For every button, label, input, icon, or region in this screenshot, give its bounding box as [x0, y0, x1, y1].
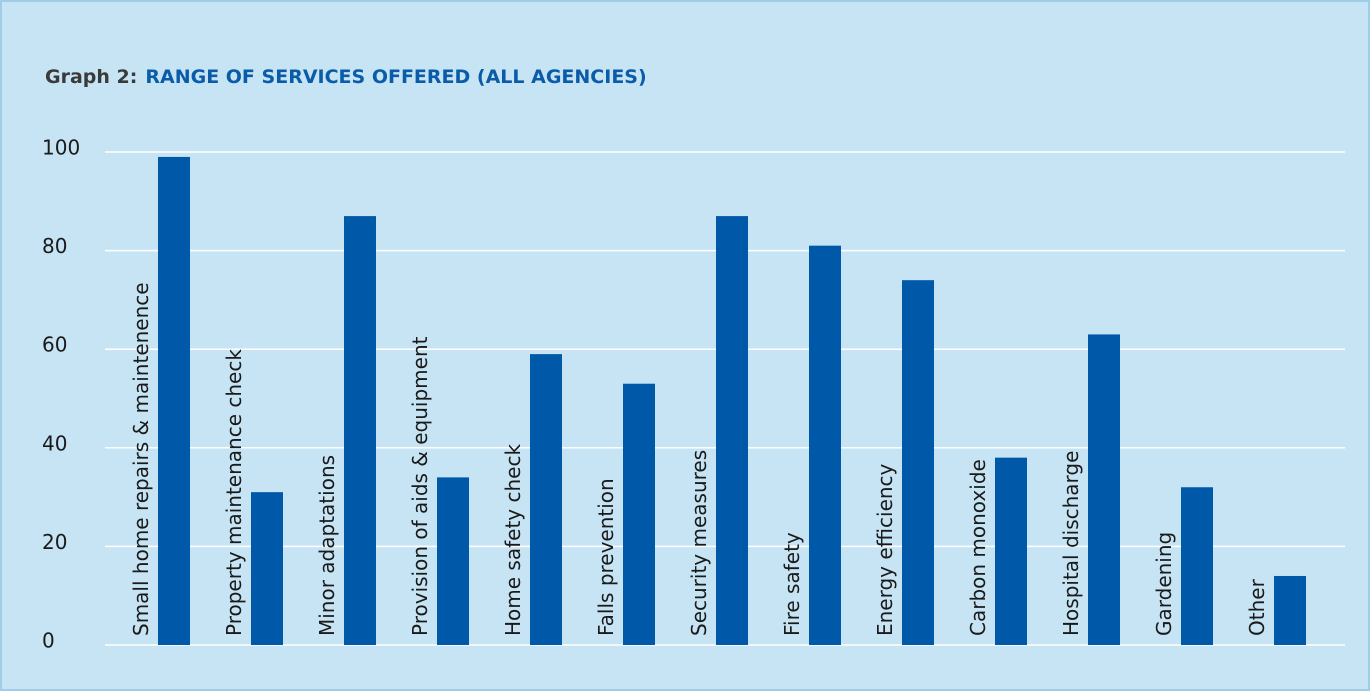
- bar: [902, 280, 934, 645]
- x-tick-label: Security measures: [687, 450, 711, 636]
- x-tick-label: Falls prevention: [594, 478, 618, 636]
- bar: [344, 216, 376, 645]
- bar: [995, 457, 1027, 645]
- x-tick-label: Energy efficiency: [873, 463, 897, 636]
- bar: [1088, 334, 1120, 645]
- bar: [716, 216, 748, 645]
- bar: [530, 354, 562, 645]
- bar: [437, 477, 469, 645]
- y-tick-label: 20: [42, 530, 67, 554]
- x-tick-label: Home safety check: [501, 444, 525, 636]
- title-text: RANGE OF SERVICES OFFERED (ALL AGENCIES): [145, 66, 646, 88]
- x-tick-label: Small home repairs & maintenence: [129, 282, 153, 636]
- title-label: Graph 2:: [45, 66, 137, 88]
- y-tick-label: 60: [42, 333, 67, 357]
- y-tick-label: 100: [42, 136, 80, 160]
- bar: [158, 156, 190, 645]
- bar: [809, 245, 841, 646]
- x-tick-label: Minor adaptations: [315, 455, 339, 636]
- bar: [623, 383, 655, 645]
- x-tick-label: Provision of aids & equipment: [408, 336, 432, 636]
- y-tick-label: 80: [42, 234, 67, 258]
- bar: [1181, 487, 1213, 645]
- bar: [251, 492, 283, 645]
- chart-title: Graph 2: RANGE OF SERVICES OFFERED (ALL A…: [45, 66, 647, 88]
- y-tick-label: 40: [42, 431, 67, 455]
- x-tick-label: Gardening: [1152, 532, 1176, 636]
- x-tick-label: Property maintenance check: [222, 349, 246, 636]
- x-tick-label: Fire safety: [780, 532, 804, 636]
- y-tick-label: 0: [42, 629, 55, 653]
- x-tick-label: Hospital discharge: [1059, 451, 1083, 636]
- bar: [1274, 575, 1306, 645]
- x-tick-label: Carbon monoxide: [966, 459, 990, 636]
- x-tick-label: Other: [1245, 578, 1269, 636]
